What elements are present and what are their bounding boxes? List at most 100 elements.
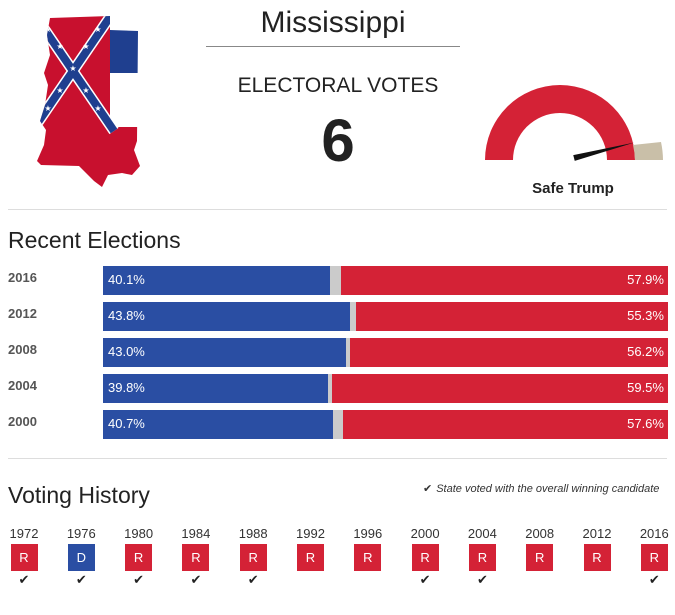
party-badge: D — [67, 544, 95, 571]
title-divider — [206, 46, 460, 47]
history-item: 2000 R ✔ — [405, 526, 445, 587]
svg-text:★: ★ — [82, 86, 89, 95]
dem-share-label: 40.1% — [108, 272, 145, 287]
party-badge: R — [10, 544, 38, 571]
divider — [8, 458, 667, 459]
check-icon: ✔ — [190, 572, 202, 587]
no-check — [291, 571, 331, 587]
rep-share-label: 59.5% — [627, 380, 664, 395]
no-check — [577, 571, 617, 587]
history-item: 1992 R — [291, 526, 331, 587]
dem-share-bar: 39.8% — [103, 374, 328, 403]
election-row: 2008 43.0% 56.2% — [8, 338, 668, 367]
party-badge: R — [411, 544, 439, 571]
result-bar: 40.1% 57.9% — [103, 266, 668, 295]
rep-share-bar: 59.5% — [331, 374, 668, 403]
history-year: 1988 — [238, 526, 268, 541]
election-year: 2000 — [8, 414, 37, 429]
svg-text:★: ★ — [82, 42, 89, 51]
rating-gauge — [485, 85, 663, 161]
history-item: 2012 R — [577, 526, 617, 587]
svg-text:★: ★ — [94, 104, 101, 113]
other-share-bar — [332, 410, 343, 439]
svg-text:★: ★ — [94, 25, 101, 34]
dem-share-bar: 43.0% — [103, 338, 346, 367]
party-badge: R — [239, 544, 267, 571]
history-year: 2008 — [525, 526, 555, 541]
dem-share-bar: 43.8% — [103, 302, 351, 331]
no-check — [520, 571, 560, 587]
election-row: 2012 43.8% 55.3% — [8, 302, 668, 331]
svg-text:★: ★ — [56, 86, 63, 95]
voting-history-list: 1972 R ✔ 1976 D ✔ 1980 R ✔ 1984 R ✔ 1988 R ✔ 1992 R 1996 R… — [0, 526, 675, 606]
history-year: 1984 — [181, 526, 211, 541]
rep-share-bar: 57.6% — [342, 410, 668, 439]
dem-share-label: 43.0% — [108, 344, 145, 359]
history-item: 1980 R ✔ — [119, 526, 159, 587]
result-bar: 43.0% 56.2% — [103, 338, 668, 367]
check-icon: ✔ — [476, 572, 488, 587]
winner-legend-text: State voted with the overall winning can… — [436, 483, 660, 495]
history-year: 1992 — [296, 526, 325, 541]
winner-legend: ✔ State voted with the overall winning ca… — [423, 482, 659, 495]
history-year: 1996 — [353, 526, 383, 541]
electoral-votes-value: 6 — [321, 107, 355, 174]
dem-share-label: 39.8% — [108, 380, 145, 395]
rep-share-label: 56.2% — [627, 344, 664, 359]
dem-share-bar: 40.7% — [103, 410, 333, 439]
result-bar: 39.8% 59.5% — [103, 374, 668, 403]
history-item: 2004 R ✔ — [462, 526, 502, 587]
svg-text:★: ★ — [44, 104, 51, 113]
election-year: 2008 — [8, 342, 37, 357]
party-badge: R — [182, 544, 210, 571]
history-item: 1972 R ✔ — [4, 526, 44, 587]
dem-share-bar: 40.1% — [103, 266, 330, 295]
history-item: 2008 R — [520, 526, 560, 587]
election-row: 2004 39.8% 59.5% — [8, 374, 668, 403]
rep-share-label: 57.6% — [627, 416, 664, 431]
check-icon: ✔ — [419, 572, 431, 587]
rep-share-bar: 55.3% — [355, 302, 668, 331]
history-year: 2012 — [582, 526, 612, 541]
history-year: 2000 — [410, 526, 440, 541]
election-year: 2004 — [8, 378, 37, 393]
election-row: 2016 40.1% 57.9% — [8, 266, 668, 295]
other-share-bar — [329, 266, 341, 295]
check-icon: ✔ — [18, 572, 30, 587]
history-year: 1976 — [66, 526, 96, 541]
history-year: 2004 — [467, 526, 497, 541]
history-year: 2016 — [639, 526, 669, 541]
rep-share-label: 57.9% — [627, 272, 664, 287]
history-item: 1984 R ✔ — [176, 526, 216, 587]
election-row: 2000 40.7% 57.6% — [8, 410, 668, 439]
other-share-bar — [350, 302, 356, 331]
party-badge: R — [297, 544, 324, 571]
voting-history-title: Voting History — [8, 482, 150, 508]
state-name: Mississippi — [260, 6, 406, 39]
party-badge: R — [468, 544, 496, 571]
gauge-arc-dem — [633, 142, 663, 160]
history-year: 1972 — [9, 526, 39, 541]
result-bar: 40.7% 57.6% — [103, 410, 668, 439]
history-item: 1976 D ✔ — [61, 526, 101, 587]
no-check — [348, 571, 388, 587]
rep-share-bar: 57.9% — [340, 266, 668, 295]
party-badge: R — [640, 544, 668, 571]
party-badge: R — [583, 544, 611, 571]
gauge-needle — [573, 142, 635, 161]
check-icon: ✔ — [648, 572, 660, 587]
svg-text:★: ★ — [69, 64, 76, 73]
history-year: 1980 — [124, 526, 154, 541]
election-year: 2016 — [8, 270, 37, 285]
result-bar: 43.8% 55.3% — [103, 302, 668, 331]
divider — [8, 209, 667, 210]
check-icon: ✔ — [423, 483, 433, 495]
party-badge: R — [125, 544, 153, 571]
electoral-votes-label: ELECTORAL VOTES — [237, 74, 439, 97]
rep-share-label: 55.3% — [627, 308, 664, 323]
check-icon: ✔ — [133, 572, 145, 587]
svg-text:★: ★ — [56, 42, 63, 51]
dem-share-label: 40.7% — [108, 416, 145, 431]
recent-elections-title: Recent Elections — [8, 227, 181, 253]
party-badge: R — [526, 544, 554, 571]
